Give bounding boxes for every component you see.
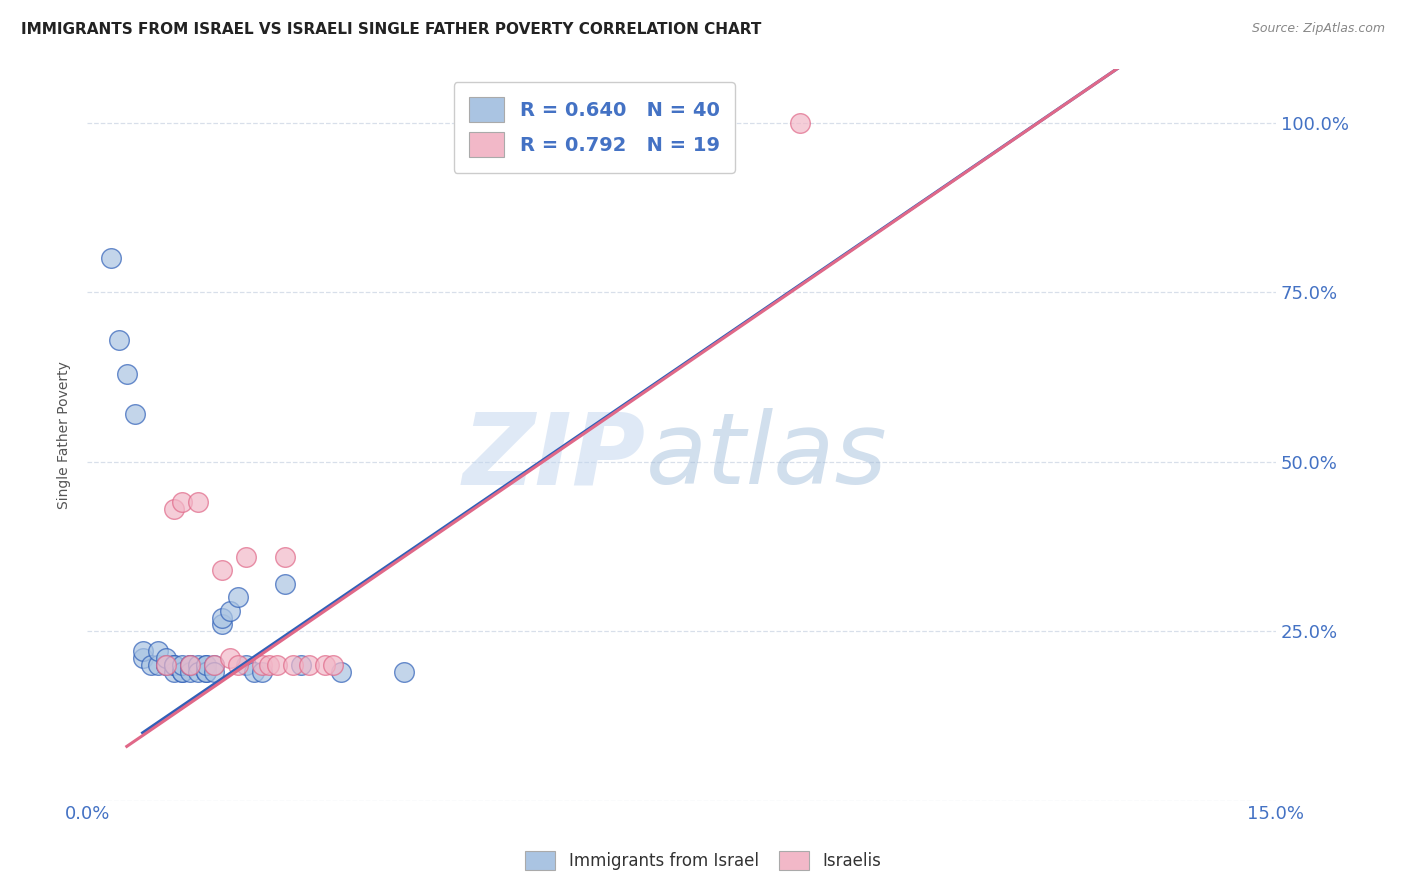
Point <box>195 665 218 679</box>
Point <box>108 333 131 347</box>
Text: Source: ZipAtlas.com: Source: ZipAtlas.com <box>1251 22 1385 36</box>
Point <box>163 502 186 516</box>
Point <box>235 549 257 564</box>
Text: IMMIGRANTS FROM ISRAEL VS ISRAELI SINGLE FATHER POVERTY CORRELATION CHART: IMMIGRANTS FROM ISRAEL VS ISRAELI SINGLE… <box>21 22 762 37</box>
Text: atlas: atlas <box>645 408 887 505</box>
Point <box>298 658 321 673</box>
Point <box>172 495 194 509</box>
Point <box>115 367 138 381</box>
Point <box>195 658 218 673</box>
Legend: R = 0.640   N = 40, R = 0.792   N = 19: R = 0.640 N = 40, R = 0.792 N = 19 <box>454 82 735 173</box>
Point <box>290 658 312 673</box>
Point <box>163 665 186 679</box>
Point <box>187 495 209 509</box>
Point <box>172 665 194 679</box>
Point <box>392 665 415 679</box>
Point <box>314 658 336 673</box>
Legend: Immigrants from Israel, Israelis: Immigrants from Israel, Israelis <box>519 844 887 877</box>
Point <box>139 658 162 673</box>
Point <box>155 658 177 673</box>
Point <box>195 658 218 673</box>
Point <box>242 665 264 679</box>
Point <box>211 617 233 632</box>
Point <box>250 658 273 673</box>
Point <box>211 610 233 624</box>
Point <box>235 658 257 673</box>
Point <box>179 658 201 673</box>
Point <box>211 563 233 577</box>
Point <box>274 576 297 591</box>
Point <box>187 665 209 679</box>
Point <box>250 665 273 679</box>
Point <box>155 651 177 665</box>
Point <box>218 651 240 665</box>
Point <box>131 651 153 665</box>
Point <box>218 604 240 618</box>
Point <box>187 658 209 673</box>
Point <box>195 665 218 679</box>
Point <box>259 658 281 673</box>
Point <box>124 407 146 421</box>
Point <box>266 658 288 673</box>
Point <box>131 644 153 658</box>
Point <box>163 658 186 673</box>
Y-axis label: Single Father Poverty: Single Father Poverty <box>58 360 72 508</box>
Point <box>179 658 201 673</box>
Point <box>202 658 225 673</box>
Point <box>274 549 297 564</box>
Point <box>202 665 225 679</box>
Text: ZIP: ZIP <box>463 408 645 505</box>
Point <box>202 658 225 673</box>
Point <box>322 658 344 673</box>
Point <box>226 591 249 605</box>
Point <box>148 644 170 658</box>
Point <box>789 116 811 130</box>
Point <box>148 658 170 673</box>
Point <box>100 252 122 266</box>
Point <box>179 665 201 679</box>
Point <box>163 658 186 673</box>
Point <box>155 658 177 673</box>
Point <box>172 658 194 673</box>
Point <box>226 658 249 673</box>
Point <box>329 665 352 679</box>
Point <box>155 658 177 673</box>
Point <box>283 658 305 673</box>
Point <box>179 658 201 673</box>
Point <box>172 665 194 679</box>
